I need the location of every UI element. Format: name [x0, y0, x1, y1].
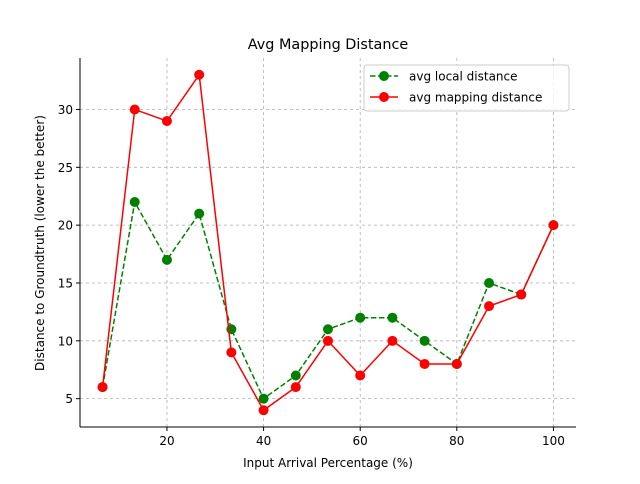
y-tick-label: 30: [58, 103, 73, 117]
data-point-avg-local-distance: [258, 393, 269, 404]
data-point-avg-mapping-distance: [322, 335, 333, 346]
data-point-avg-local-distance: [129, 197, 140, 208]
legend-label-local: avg local distance: [409, 70, 518, 84]
data-point-avg-mapping-distance: [161, 116, 172, 127]
x-tick-label: 80: [449, 434, 464, 448]
y-tick-label: 5: [65, 392, 73, 406]
y-tick-label: 15: [58, 276, 73, 290]
legend-frame: [363, 64, 570, 112]
data-point-avg-mapping-distance: [548, 220, 559, 231]
data-point-avg-mapping-distance: [226, 347, 237, 358]
y-tick-label: 10: [58, 334, 73, 348]
data-point-avg-mapping-distance: [258, 405, 269, 416]
data-point-avg-local-distance: [290, 370, 301, 381]
data-point-avg-local-distance: [194, 208, 205, 219]
data-point-avg-mapping-distance: [484, 301, 495, 312]
data-point-avg-local-distance: [355, 312, 366, 323]
data-point-avg-local-distance: [484, 277, 495, 288]
legend: avg local distance avg mapping distance: [363, 64, 570, 112]
data-point-avg-mapping-distance: [419, 358, 430, 369]
data-point-avg-local-distance: [322, 324, 333, 335]
data-point-avg-local-distance: [161, 254, 172, 265]
y-axis-label: Distance to Groundtruth (lower the bette…: [33, 115, 47, 371]
data-point-avg-mapping-distance: [355, 370, 366, 381]
x-tick-label: 40: [256, 434, 271, 448]
legend-marker-mapping: [379, 92, 389, 102]
data-point-avg-local-distance: [387, 312, 398, 323]
data-series: [97, 69, 559, 416]
legend-marker-local: [379, 71, 389, 81]
data-point-avg-mapping-distance: [451, 358, 462, 369]
x-axis-label: Input Arrival Percentage (%): [243, 456, 413, 470]
data-point-avg-local-distance: [419, 335, 430, 346]
y-tick-label: 20: [58, 219, 73, 233]
data-point-avg-mapping-distance: [387, 335, 398, 346]
data-point-avg-mapping-distance: [129, 104, 140, 115]
chart-title: Avg Mapping Distance: [248, 37, 409, 53]
axes: [79, 58, 576, 428]
x-tick-label: 100: [542, 434, 565, 448]
legend-label-mapping: avg mapping distance: [409, 91, 542, 105]
data-point-avg-mapping-distance: [516, 289, 527, 300]
y-tick-label: 25: [58, 161, 73, 175]
data-point-avg-mapping-distance: [194, 69, 205, 80]
data-point-avg-mapping-distance: [290, 382, 301, 393]
data-point-avg-mapping-distance: [97, 382, 108, 393]
axis-ticks: 20 40 60 80 100 5 10 15 20 25 30: [58, 103, 565, 448]
x-tick-label: 20: [159, 434, 174, 448]
x-tick-label: 60: [353, 434, 368, 448]
